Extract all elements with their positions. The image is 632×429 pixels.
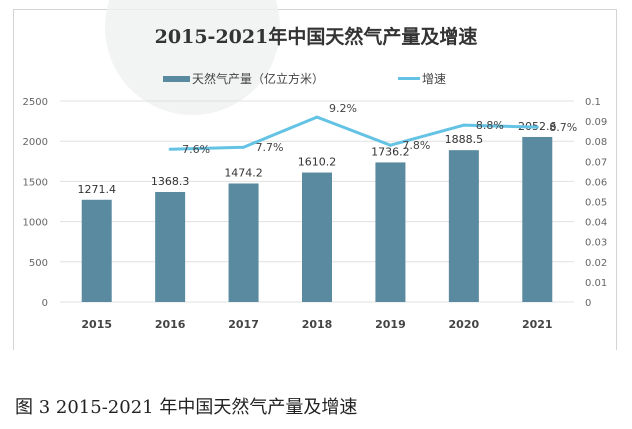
y-left-tick-label: 1000 bbox=[23, 218, 48, 229]
x-tick-label: 2021 bbox=[522, 318, 553, 331]
bar bbox=[228, 183, 259, 302]
x-tick-label: 2018 bbox=[302, 318, 333, 331]
y-left-tick-label: 2500 bbox=[23, 97, 48, 108]
y-right-tick-label: 0.09 bbox=[585, 117, 607, 128]
y-right-tick-label: 0.08 bbox=[585, 137, 607, 148]
y-right-tick-label: 0.07 bbox=[585, 157, 607, 168]
y-left-tick-label: 500 bbox=[29, 258, 48, 269]
line-data-label: 7.6% bbox=[182, 143, 210, 156]
x-tick-label: 2020 bbox=[449, 318, 480, 331]
line-data-label: 7.7% bbox=[256, 141, 284, 154]
y-right-tick-label: 0.1 bbox=[585, 97, 601, 108]
bar-data-label: 1271.4 bbox=[77, 183, 116, 196]
bar-data-label: 1610.2 bbox=[298, 156, 337, 169]
bar-data-label: 1888.5 bbox=[445, 133, 484, 146]
bar bbox=[155, 191, 186, 302]
y-right-tick-label: 0 bbox=[585, 298, 591, 309]
bar bbox=[375, 162, 406, 302]
line-data-label: 9.2% bbox=[329, 102, 357, 115]
figure-caption: 图 3 2015-2021 年中国天然气产量及增速 bbox=[15, 397, 358, 418]
growth-point bbox=[388, 143, 392, 147]
line-data-label: 8.8% bbox=[476, 119, 504, 132]
x-tick-label: 2017 bbox=[228, 318, 259, 331]
bar bbox=[81, 199, 112, 302]
y-left-tick-label: 0 bbox=[42, 298, 48, 309]
growth-point bbox=[462, 123, 466, 127]
growth-point bbox=[242, 145, 246, 149]
chart-title: 2015-2021年中国天然气产量及增速 bbox=[154, 26, 478, 48]
y-right-tick-label: 0.05 bbox=[585, 198, 607, 209]
legend-item-growth: 增速 bbox=[398, 70, 446, 87]
y-right-tick-label: 0.01 bbox=[585, 278, 607, 289]
line-data-label: 7.8% bbox=[402, 139, 430, 152]
growth-point bbox=[168, 147, 172, 151]
x-tick-label: 2016 bbox=[155, 318, 186, 331]
bar bbox=[522, 136, 553, 302]
y-right-tick-label: 0.06 bbox=[585, 177, 607, 188]
growth-point bbox=[535, 125, 539, 129]
legend-label: 增速 bbox=[422, 72, 447, 86]
line-data-label: 8.7% bbox=[549, 121, 577, 134]
x-tick-label: 2015 bbox=[81, 318, 112, 331]
y-right-tick-label: 0.03 bbox=[585, 238, 607, 249]
legend-swatch-bar bbox=[163, 75, 190, 82]
growth-line bbox=[170, 115, 538, 151]
bar bbox=[448, 150, 479, 302]
y-left-tick-label: 2000 bbox=[23, 137, 48, 148]
y-right-tick-label: 0.02 bbox=[585, 258, 607, 269]
legend-swatch-line bbox=[398, 77, 420, 80]
legend-label: 天然气产量（亿立方米） bbox=[192, 72, 325, 86]
y-left-tick-label: 1500 bbox=[23, 177, 48, 188]
growth-point bbox=[315, 115, 319, 119]
bar bbox=[302, 172, 332, 302]
bar-data-label: 1474.2 bbox=[224, 166, 263, 179]
x-tick-label: 2019 bbox=[375, 318, 406, 331]
legend-item-production: 天然气产量（亿立方米） bbox=[163, 70, 324, 87]
bar-data-label: 1368.3 bbox=[151, 175, 190, 188]
y-right-tick-label: 0.04 bbox=[585, 218, 607, 229]
bar-data-label: 1736.2 bbox=[371, 145, 410, 158]
